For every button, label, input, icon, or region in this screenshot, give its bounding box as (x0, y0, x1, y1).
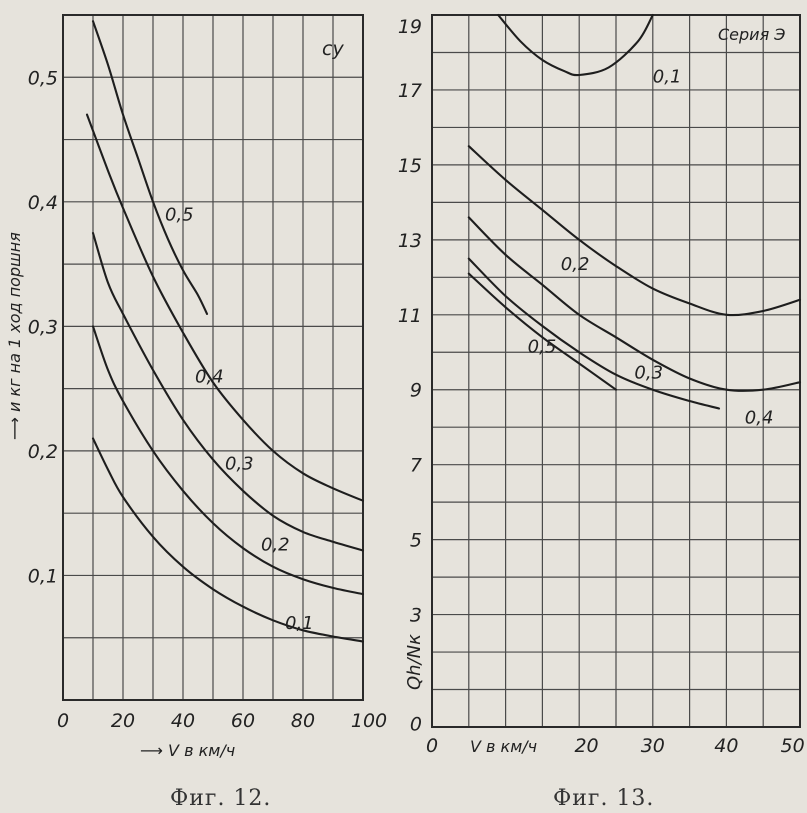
fig13-y-tick-label: 15 (398, 155, 422, 177)
fig12-curve-label: 0,2 (261, 535, 290, 556)
fig12-y-axis-label: ⟶ и кг на 1 ход поршня (5, 232, 24, 440)
fig13-x-axis-label: V в км/ч (470, 737, 537, 756)
fig12-curves (85, 20, 365, 643)
fig12-x-axis-label: ⟶ V в км/ч (140, 741, 235, 760)
fig13-y-tick-label: 11 (398, 305, 422, 327)
fig12-curve-0-3 (91, 231, 365, 552)
fig13-y-tick-label: 19 (398, 16, 422, 38)
fig13-y-tick-label: 5 (410, 530, 422, 552)
fig13-y-tick-label: 7 (410, 455, 422, 477)
fig12-x-tick-label: 60 (231, 710, 255, 732)
fig13-curve-0-5 (467, 272, 618, 391)
fig13-y-tick-label: 0 (410, 713, 422, 735)
fig12-grid (63, 15, 363, 700)
fig12-curve-0-4 (85, 113, 365, 502)
fig12-caption: Фиг. 12. (170, 786, 271, 811)
fig12-y-axis-label-text: и кг на 1 ход поршня (5, 232, 24, 412)
fig13-y-tick-label: 3 (410, 605, 422, 627)
fig13-x-tick-label: 40 (714, 735, 738, 757)
figure-12: 0,50,40,30,20,1 0 20 40 60 80 100 0,10,20,30,… (5, 14, 387, 811)
figure-13: 0,1 0,2 0,3 0,4 0,5 0 20 30 40 50 0 3 5 7 9 11 13 15 17 1… (398, 13, 805, 811)
fig13-curve-label: 0,2 (561, 254, 590, 275)
fig12-x-axis-arrow: ⟶ (140, 741, 168, 760)
fig13-curve-0-3 (467, 216, 802, 392)
fig12-y-tick-label: 0,4 (28, 192, 58, 214)
fig12-curve-0-2 (91, 325, 365, 596)
fig12-x-ticks: 0 20 40 60 80 100 (57, 710, 387, 732)
fig13-y-tick-label: 13 (398, 230, 422, 252)
fig13-title: Серия Э (718, 25, 785, 44)
fig13-y-tick-label: 17 (398, 80, 422, 102)
fig12-y-axis-arrow: ⟶ (5, 412, 24, 440)
fig12-curve-label: 0,4 (195, 366, 224, 387)
fig12-x-tick-label: 0 (57, 710, 69, 732)
fig12-y-tick-label: 0,3 (28, 316, 58, 338)
fig13-curve-label: 0,4 (745, 407, 774, 428)
fig12-x-tick-label: 80 (291, 710, 315, 732)
fig13-curves (467, 13, 802, 410)
fig13-x-tick-label: 30 (641, 735, 665, 757)
fig13-curve-label: 0,5 (528, 336, 557, 357)
fig12-x-tick-label: 100 (351, 710, 387, 732)
fig12-curve-label: 0,5 (165, 205, 194, 226)
fig12-y-tick-label: 0,2 (28, 441, 58, 463)
fig13-y-ticks: 0 3 5 7 9 11 13 15 17 19 (398, 16, 422, 735)
fig12-curve-labels: 0,5 0,4 0,3 0,2 0,1 (165, 205, 314, 635)
fig13-grid (432, 15, 800, 727)
fig12-frame (62, 14, 364, 701)
fig13-curve-label: 0,1 (653, 66, 682, 87)
fig12-curve-label: 0,3 (225, 454, 254, 475)
fig12-curve-label: 0,1 (285, 613, 314, 634)
fig13-curve-0-1 (497, 13, 654, 77)
fig13-frame (431, 14, 801, 728)
fig12-title: cy (322, 38, 344, 60)
fig13-y-axis-label: Qh/Nк (404, 634, 425, 690)
fig12-x-tick-label: 20 (111, 710, 135, 732)
fig12-y-tick-label: 0,1 (28, 565, 58, 587)
fig13-x-ticks: 0 20 30 40 50 (426, 735, 805, 757)
fig12-y-ticks: 0,1 0,2 0,3 0,4 0,5 (28, 67, 58, 587)
fig13-curve-labels: 0,1 0,2 0,3 0,4 0,5 (528, 66, 774, 428)
fig12-curve-0-1 (91, 437, 365, 643)
fig12-y-tick-label: 0,5 (28, 67, 58, 89)
fig13-x-tick-label: 0 (426, 735, 438, 757)
fig13-curve-label: 0,3 (634, 362, 663, 383)
fig13-x-tick-label: 50 (781, 735, 805, 757)
fig12-curve-0-5 (91, 20, 209, 315)
fig13-curve-0-4 (467, 257, 721, 410)
fig13-curve-0-2 (467, 145, 802, 317)
fig13-caption: Фиг. 13. (553, 786, 654, 811)
fig13-y-tick-label: 9 (410, 380, 422, 402)
fig12-x-axis-label-text: V в км/ч (168, 741, 235, 760)
fig12-x-tick-label: 40 (171, 710, 195, 732)
fig13-x-tick-label: 20 (574, 735, 598, 757)
